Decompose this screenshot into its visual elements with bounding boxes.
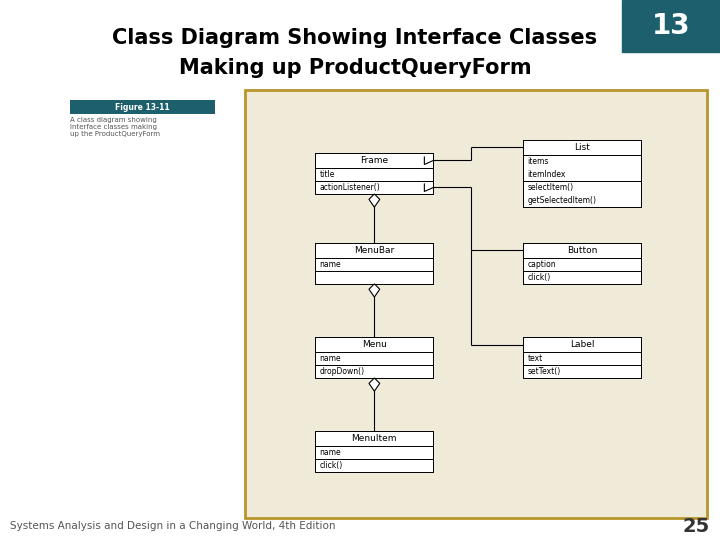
Text: List: List [575, 143, 590, 152]
Bar [523, 243, 642, 258]
Bar [315, 153, 433, 168]
Bar [523, 337, 642, 378]
Bar [523, 352, 642, 365]
Bar [315, 337, 433, 352]
Text: name: name [320, 260, 341, 269]
Bar [315, 153, 433, 194]
Text: MenuItem: MenuItem [351, 434, 397, 443]
Bar [523, 155, 642, 181]
Text: 25: 25 [683, 516, 710, 536]
Bar [70, 100, 215, 114]
Bar [245, 90, 707, 518]
Text: Button: Button [567, 246, 598, 255]
Text: setText(): setText() [527, 367, 560, 376]
Text: itemIndex: itemIndex [527, 170, 566, 179]
Bar [523, 337, 642, 352]
Bar [523, 365, 642, 378]
Text: dropDown(): dropDown() [320, 367, 364, 376]
Text: actionListener(): actionListener() [320, 183, 380, 192]
Bar [523, 140, 642, 207]
Bar [315, 168, 433, 181]
Text: name: name [320, 354, 341, 363]
Bar [315, 181, 433, 194]
Text: click(): click() [320, 461, 343, 470]
Bar [315, 446, 433, 459]
Bar [523, 258, 642, 271]
Bar [315, 352, 433, 365]
Polygon shape [369, 378, 379, 391]
Text: Class Diagram Showing Interface Classes: Class Diagram Showing Interface Classes [112, 28, 598, 48]
Text: name: name [320, 448, 341, 457]
Text: caption: caption [527, 260, 556, 269]
Text: MenuBar: MenuBar [354, 246, 395, 255]
Bar [315, 271, 433, 284]
Bar [622, 0, 720, 52]
Text: Making up ProductQueryForm: Making up ProductQueryForm [179, 58, 531, 78]
Bar [315, 431, 433, 446]
Text: Figure 13-11: Figure 13-11 [115, 103, 170, 111]
Text: Menu: Menu [362, 340, 387, 349]
Text: getSelectedItem(): getSelectedItem() [527, 196, 596, 205]
Text: 13: 13 [652, 12, 690, 40]
Text: text: text [527, 354, 542, 363]
Bar [523, 140, 642, 155]
Bar [315, 459, 433, 472]
Text: selectItem(): selectItem() [527, 183, 573, 192]
Text: Frame: Frame [360, 156, 388, 165]
Polygon shape [369, 284, 379, 297]
Text: Systems Analysis and Design in a Changing World, 4th Edition: Systems Analysis and Design in a Changin… [10, 521, 336, 531]
Bar [523, 243, 642, 284]
Text: Label: Label [570, 340, 595, 349]
Bar [315, 431, 433, 472]
Bar [315, 243, 433, 284]
Bar [315, 243, 433, 258]
Text: title: title [320, 170, 335, 179]
Text: items: items [527, 157, 549, 166]
Bar [315, 258, 433, 271]
Bar [315, 337, 433, 378]
Bar [315, 365, 433, 378]
Bar [523, 181, 642, 207]
Text: click(): click() [527, 273, 551, 282]
Bar [523, 271, 642, 284]
Polygon shape [369, 194, 379, 207]
Text: A class diagram showing
interface classes making
up the ProductQueryForm: A class diagram showing interface classe… [70, 117, 160, 137]
